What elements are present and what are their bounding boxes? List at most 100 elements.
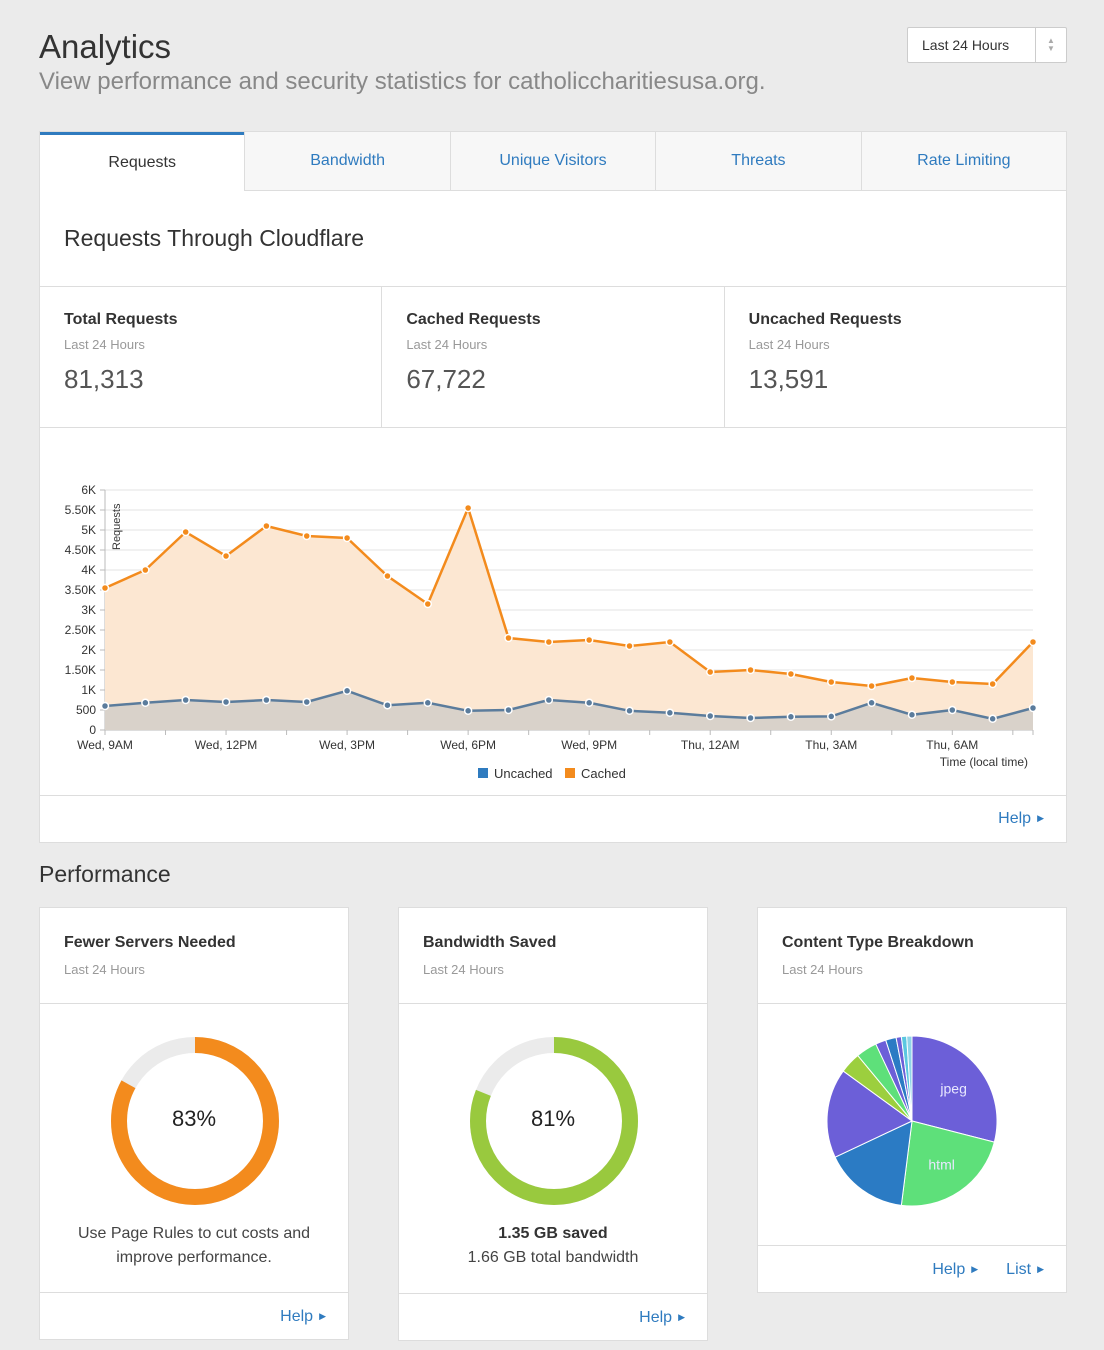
x-tick-label: Thu, 3AM	[805, 738, 857, 752]
uncached-point[interactable]	[544, 695, 554, 705]
cached-point[interactable]	[948, 677, 957, 687]
cached-point[interactable]	[100, 583, 110, 593]
cached-point[interactable]	[423, 599, 433, 609]
legend-swatch	[478, 768, 488, 778]
card-footer: Help ▶ List ▶	[758, 1245, 1066, 1293]
legend-item-cached[interactable]: Cached	[565, 766, 626, 781]
content-type-help-link[interactable]: Help ▶	[932, 1261, 978, 1279]
cached-point[interactable]	[867, 681, 876, 691]
fewer-servers-help-link[interactable]: Help ▶	[280, 1308, 326, 1326]
cached-point[interactable]	[342, 533, 352, 543]
content-type-list-link[interactable]: List ▶	[1006, 1261, 1044, 1279]
stat-value: 67,722	[406, 364, 486, 394]
tab-rate-limiting[interactable]: Rate Limiting	[860, 132, 1067, 191]
cached-point[interactable]	[786, 669, 796, 679]
request-stats: Total Requests Last 24 Hours 81,313 Cach…	[40, 287, 1066, 428]
cached-point[interactable]	[1028, 637, 1038, 647]
stat-value: 81,313	[64, 364, 144, 394]
uncached-point[interactable]	[584, 698, 594, 708]
cached-point[interactable]	[705, 667, 715, 677]
y-tick-label: 1K	[81, 683, 96, 697]
card-body: jpeg html	[758, 1004, 1066, 1245]
card-body: 81% 1.35 GB saved 1.66 GB total bandwidt…	[399, 1004, 707, 1293]
cached-point[interactable]	[221, 551, 231, 561]
uncached-point[interactable]	[625, 706, 634, 716]
uncached-point[interactable]	[907, 710, 917, 720]
cached-point[interactable]	[907, 673, 917, 683]
uncached-point[interactable]	[262, 695, 271, 705]
uncached-point[interactable]	[302, 697, 311, 707]
card-message-line1: Use Page Rules to cut costs and	[77, 1225, 311, 1242]
pie-slice-other-9[interactable]	[906, 1035, 913, 1122]
stat-uncached-requests: Uncached Requests Last 24 Hours 13,591	[723, 287, 1066, 427]
time-range-value: Last 24 Hours	[922, 37, 1010, 53]
cached-point[interactable]	[746, 665, 755, 675]
cached-point[interactable]	[584, 635, 594, 645]
stat-total-requests: Total Requests Last 24 Hours 81,313	[40, 287, 381, 427]
uncached-point[interactable]	[867, 698, 876, 708]
pie-slice-jpeg[interactable]	[911, 1035, 998, 1143]
uncached-point[interactable]	[504, 705, 513, 715]
cached-point[interactable]	[504, 633, 513, 643]
card-header: Bandwidth Saved Last 24 Hours	[399, 908, 707, 1004]
y-tick-label: 2.50K	[65, 623, 96, 637]
uncached-point[interactable]	[746, 713, 755, 723]
stat-period: Last 24 Hours	[406, 337, 488, 352]
content-type-pie: jpeg html	[826, 1035, 998, 1207]
x-tick-label: Thu, 6AM	[926, 738, 978, 752]
pie-slice-other-2[interactable]	[826, 1070, 913, 1158]
uncached-point[interactable]	[827, 712, 836, 721]
time-range-select[interactable]: Last 24 Hours ▲ ▼	[907, 27, 1067, 63]
bandwidth-saved-donut	[470, 1037, 638, 1205]
donut-percent: 83%	[171, 1106, 217, 1131]
card-message: Use Page Rules to cut costs and improve …	[40, 1222, 348, 1270]
uncached-point[interactable]	[1028, 703, 1038, 713]
help-label: Help	[280, 1307, 314, 1325]
legend-item-uncached[interactable]: Uncached	[478, 766, 553, 781]
pie-slice-other-1[interactable]	[834, 1120, 913, 1206]
uncached-point[interactable]	[141, 698, 150, 708]
section-title: Requests Through Cloudflare	[40, 191, 1066, 287]
cached-point[interactable]	[827, 677, 836, 687]
requests-help-link[interactable]: Help ▶	[998, 810, 1044, 828]
uncached-point[interactable]	[786, 712, 796, 722]
uncached-point[interactable]	[463, 706, 473, 716]
uncached-line	[104, 689, 1034, 721]
caret-right-icon: ▶	[1037, 813, 1044, 824]
uncached-point[interactable]	[181, 695, 190, 705]
pie-slice-html[interactable]	[900, 1120, 995, 1207]
cached-point[interactable]	[625, 641, 634, 651]
tab-requests[interactable]: Requests	[40, 132, 245, 191]
uncached-point[interactable]	[948, 705, 957, 715]
x-tick-label: Wed, 12PM	[195, 738, 257, 752]
cached-point[interactable]	[463, 503, 473, 513]
bandwidth-help-link[interactable]: Help ▶	[639, 1309, 685, 1327]
cached-point[interactable]	[141, 565, 150, 575]
uncached-point[interactable]	[423, 698, 433, 708]
tab-bandwidth[interactable]: Bandwidth	[244, 132, 450, 191]
card-period: Last 24 Hours	[64, 962, 145, 977]
uncached-point[interactable]	[665, 708, 675, 718]
cached-point[interactable]	[988, 679, 997, 689]
cached-point[interactable]	[181, 527, 190, 537]
uncached-point[interactable]	[705, 711, 715, 721]
cached-point[interactable]	[665, 637, 675, 647]
cached-point[interactable]	[383, 571, 392, 581]
x-tick-label: Wed, 3PM	[319, 738, 375, 752]
uncached-point[interactable]	[342, 686, 352, 696]
stat-label: Uncached Requests	[748, 311, 902, 328]
bandwidth-saved-card: Bandwidth Saved Last 24 Hours 81% 1.35 G…	[398, 907, 708, 1341]
tab-threats[interactable]: Threats	[655, 132, 861, 191]
cached-point[interactable]	[544, 637, 554, 647]
cached-point[interactable]	[262, 521, 271, 531]
uncached-point[interactable]	[221, 697, 231, 707]
y-tick-label: 1.50K	[65, 663, 96, 677]
uncached-point[interactable]	[100, 701, 110, 711]
uncached-point[interactable]	[988, 714, 997, 724]
pie-label-html: html	[928, 1157, 954, 1173]
cached-point[interactable]	[302, 531, 311, 541]
card-footer: Help ▶	[399, 1293, 707, 1341]
page-subtitle: View performance and security statistics…	[39, 68, 766, 95]
uncached-point[interactable]	[383, 700, 392, 710]
tab-unique-visitors[interactable]: Unique Visitors	[449, 132, 656, 191]
